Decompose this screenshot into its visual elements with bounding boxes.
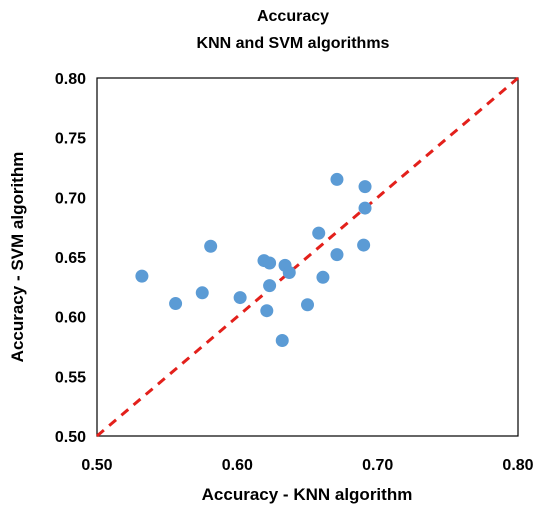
y-tick-label: 0.60 xyxy=(55,310,86,327)
y-axis-tick-labels: 0.50 0.55 0.60 0.65 0.70 0.75 0.80 xyxy=(55,71,86,446)
data-point xyxy=(263,279,277,293)
data-point xyxy=(195,286,209,300)
data-point xyxy=(135,269,149,283)
data-point xyxy=(204,239,218,253)
y-tick-label: 0.75 xyxy=(55,131,86,148)
y-tick-label: 0.80 xyxy=(55,71,86,88)
data-point xyxy=(169,297,183,311)
x-tick-label: 0.70 xyxy=(362,457,393,474)
x-tick-label: 0.60 xyxy=(222,457,253,474)
data-point xyxy=(260,304,274,318)
data-point xyxy=(330,172,344,186)
diagonal-reference-line xyxy=(96,76,519,438)
x-tick-label: 0.50 xyxy=(81,457,112,474)
data-point xyxy=(358,180,372,194)
data-point xyxy=(301,298,314,312)
y-tick-label: 0.70 xyxy=(55,190,86,207)
data-point xyxy=(316,270,330,284)
x-axis-tick-labels: 0.50 0.60 0.70 0.80 xyxy=(81,457,533,474)
y-tick-label: 0.55 xyxy=(55,369,86,386)
y-tick-label: 0.50 xyxy=(55,429,86,446)
chart-subtitle: KNN and SVM algorithms xyxy=(197,35,390,52)
data-point xyxy=(275,334,289,348)
data-point xyxy=(312,226,326,240)
y-tick-label: 0.65 xyxy=(55,250,86,267)
data-point xyxy=(358,201,372,215)
x-axis-label: Accuracy - KNN algorithm xyxy=(202,485,413,504)
data-point xyxy=(330,248,344,262)
y-axis-label: Accuracy - SVM algorithm xyxy=(8,152,27,363)
data-point xyxy=(233,291,247,305)
data-point xyxy=(263,256,277,270)
chart-title: Accuracy xyxy=(257,8,329,25)
reference-line-layer xyxy=(96,76,519,438)
data-point xyxy=(357,238,371,252)
data-points xyxy=(135,172,372,348)
x-tick-label: 0.80 xyxy=(502,457,533,474)
data-point xyxy=(282,266,296,280)
